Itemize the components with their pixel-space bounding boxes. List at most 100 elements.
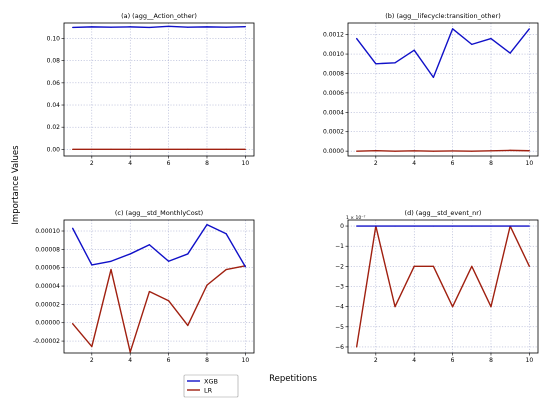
data-point-lr [91,345,93,348]
y-tick-label: 0.0000 [323,148,344,155]
data-point-xgb [206,223,208,226]
data-point-xgb [471,225,473,227]
y-axis-exponent: 1 × 10⁻⁷ [346,215,366,221]
data-point-xgb [225,233,227,235]
data-point-lr [167,148,170,150]
plot-frame [63,219,255,354]
data-point-xgb [187,253,189,255]
data-point-xgb [110,260,112,262]
data-point-xgb [225,26,227,28]
data-point-xgb [91,26,93,28]
data-point-xgb [206,26,208,28]
legend-label-xgb: XGB [204,378,218,386]
x-tick-label: 6 [451,357,455,364]
data-point-lr [167,300,170,302]
y-tick-label: 0.0006 [323,90,344,97]
data-point-xgb [528,225,530,227]
panel-c: 2 4 6 8 10 -0.00002 0.00000 0.00002 0.00004 0.000… [33,209,255,364]
x-tick-label: 8 [489,160,493,167]
data-point-lr [356,346,358,348]
data-point-xgb [375,63,377,65]
y-tick-label: -0.00002 [33,338,60,345]
y-tick-label: −4 [335,304,344,311]
data-point-lr [225,268,227,271]
data-point-xgb [244,26,246,28]
x-axis-label: Repetitions [269,374,317,384]
data-point-lr [206,284,208,286]
series-line-lr [356,149,530,152]
data-point-lr [244,148,246,150]
series-line-xgb [356,28,530,79]
y-tick-label: 0.00004 [35,283,60,290]
plot-frame [347,22,539,157]
data-point-xgb [110,26,112,28]
data-point-xgb [509,52,511,54]
data-point-xgb [432,225,435,227]
y-tick-label: 0.00006 [35,265,60,272]
x-tick-label: 4 [128,160,132,167]
x-tick-label: 8 [205,160,209,167]
y-tick-label: 0.0004 [323,109,344,116]
x-tick-label: 8 [205,357,209,364]
data-point-xgb [244,266,246,268]
data-point-xgb [356,225,358,227]
y-tick-label: −6 [335,344,344,351]
y-tick-label: −5 [335,324,344,331]
data-point-xgb [490,37,492,40]
series-line-lr [72,265,246,353]
panel-a: 2 4 6 8 10 0.00 0.02 0.04 0.06 0.08 0.10 (a) (agg__… [47,12,255,167]
data-point-xgb [432,76,435,78]
y-tick-label: 0.0010 [323,51,344,58]
legend-label-lr: LR [204,387,213,395]
series-line-lr [355,225,530,348]
data-point-lr [72,323,74,325]
data-point-lr [206,148,208,150]
y-tick-label: 0.0008 [323,70,344,77]
data-point-xgb [413,225,415,227]
data-point-lr [148,148,151,150]
y-axis-label: Importance Values [11,145,21,225]
data-point-xgb [167,25,170,27]
x-tick-label: 6 [167,160,171,167]
data-point-lr [187,324,189,327]
data-point-xgb [148,244,151,246]
data-point-lr [356,150,358,152]
x-tick-label: 6 [451,160,455,167]
x-tick-label: 2 [374,160,378,167]
data-point-lr [394,150,396,152]
data-point-lr [394,306,396,308]
x-tick-label: 4 [412,357,416,364]
y-tick-label: 0.10 [47,36,61,43]
data-point-lr [129,148,131,150]
panel-d: 2 4 6 8 10 0 −1 −2 −3 −4 −5 −6 (d) (agg__std_event_n… [335,209,539,364]
y-tick-label: 0.00 [47,146,61,153]
x-tick-label: 8 [489,357,493,364]
data-point-lr [451,150,454,152]
data-point-xgb [471,43,473,45]
y-tick-label: −2 [335,263,344,270]
data-point-lr [528,150,530,152]
panel-b: 2 4 6 8 10 0.0000 0.0002 0.0004 0.0006 0.0008 0.00… [323,12,539,167]
data-point-lr [471,265,473,267]
y-tick-label: 0.02 [47,124,61,131]
data-point-xgb [451,225,454,227]
data-point-xgb [129,26,131,28]
y-tick-label: −1 [335,243,344,250]
data-point-lr [375,150,377,152]
data-point-xgb [148,26,151,29]
x-tick-label: 4 [128,357,132,364]
data-point-xgb [375,225,377,227]
legend: XGB LR [183,374,239,398]
y-tick-label: 0.00010 [35,228,60,235]
data-point-lr [91,148,93,150]
y-tick-label: 0.00000 [35,320,60,327]
panel-title: (c) (agg__std_MonthlyCost) [115,209,203,217]
y-tick-label: −3 [335,284,344,291]
data-point-xgb [528,28,530,30]
data-point-lr [413,265,415,267]
plot-frame [63,22,255,157]
data-point-lr [471,150,473,152]
y-tick-label: 0 [340,223,344,230]
panel-title: (d) (agg__std_event_nr) [405,209,482,217]
